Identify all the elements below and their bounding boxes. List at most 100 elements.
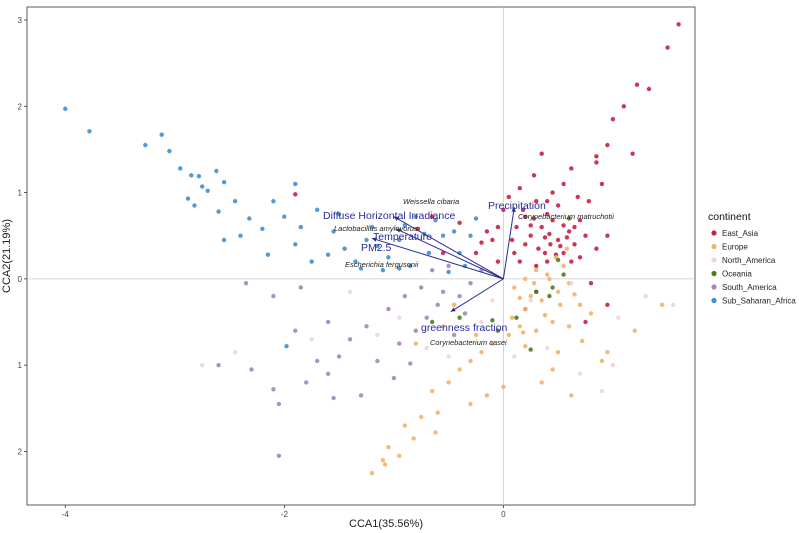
point-sub-saharan-africa bbox=[205, 188, 210, 193]
point-east-asia bbox=[473, 250, 479, 256]
point-east-asia bbox=[531, 216, 537, 221]
point-sub-saharan-africa bbox=[265, 252, 271, 257]
point-east-asia bbox=[561, 223, 566, 228]
point-south-america bbox=[391, 375, 397, 381]
point-east-asia bbox=[509, 237, 515, 243]
point-sub-saharan-africa bbox=[284, 344, 289, 349]
point-east-asia bbox=[583, 233, 588, 238]
point-europe bbox=[411, 436, 416, 441]
point-sub-saharan-africa bbox=[315, 207, 320, 212]
point-europe bbox=[479, 350, 484, 355]
point-sub-saharan-africa bbox=[221, 180, 227, 185]
point-east-asia bbox=[566, 229, 572, 234]
point-north-america bbox=[670, 302, 676, 307]
point-sub-saharan-africa bbox=[238, 233, 243, 238]
vector-arrowhead-greenness-fraction bbox=[450, 307, 456, 312]
point-south-america bbox=[386, 306, 391, 312]
point-europe bbox=[588, 311, 594, 316]
legend-swatch-north-america bbox=[711, 257, 717, 263]
point-europe bbox=[517, 295, 522, 301]
x-axis-title: CCA1(35.56%) bbox=[349, 518, 423, 530]
point-europe bbox=[564, 246, 570, 251]
point-oceania bbox=[550, 285, 555, 290]
point-east-asia bbox=[495, 224, 501, 230]
environment-vector-labels: Precipitation Diffuse Horizontal Irradia… bbox=[323, 200, 546, 334]
point-oceania bbox=[495, 328, 501, 333]
point-east-asia bbox=[561, 250, 566, 256]
point-east-asia bbox=[536, 246, 541, 251]
point-east-asia bbox=[550, 218, 555, 223]
legend-swatch-east-asia bbox=[711, 230, 717, 236]
y-axis-ticks: 3 2 1 0 1 2 bbox=[18, 16, 27, 456]
point-north-america bbox=[577, 371, 583, 376]
point-europe bbox=[539, 298, 544, 303]
point-sub-saharan-africa bbox=[402, 223, 407, 228]
point-sub-saharan-africa bbox=[353, 259, 358, 264]
vector-arrowhead-diffuse-horizontal-irradiance bbox=[393, 216, 399, 221]
point-europe bbox=[523, 276, 528, 282]
point-north-america bbox=[643, 293, 648, 299]
species-label-weissella-cibaria: Weissella cibaria bbox=[403, 197, 459, 206]
point-east-asia bbox=[506, 194, 511, 200]
point-south-america bbox=[271, 293, 276, 299]
point-south-america bbox=[435, 302, 440, 307]
point-east-asia bbox=[293, 192, 298, 197]
y-tick-label: 2 bbox=[18, 447, 23, 456]
point-europe bbox=[369, 470, 375, 476]
point-south-america bbox=[451, 332, 457, 338]
point-sub-saharan-africa bbox=[63, 106, 68, 112]
point-east-asia bbox=[594, 154, 599, 159]
point-east-asia bbox=[528, 223, 533, 228]
point-europe bbox=[517, 324, 522, 329]
y-axis-title: CCA2(21.19%) bbox=[1, 219, 13, 293]
point-south-america bbox=[315, 358, 320, 364]
point-east-asia bbox=[531, 173, 537, 178]
point-europe bbox=[539, 380, 544, 385]
point-sub-saharan-africa bbox=[473, 216, 479, 221]
point-sub-saharan-africa bbox=[214, 168, 219, 174]
point-south-america bbox=[408, 361, 413, 366]
point-europe bbox=[484, 393, 490, 398]
point-europe bbox=[382, 462, 388, 467]
point-south-america bbox=[358, 393, 364, 398]
point-europe bbox=[433, 430, 438, 435]
point-east-asia bbox=[514, 224, 519, 230]
point-south-america bbox=[419, 285, 424, 290]
point-europe bbox=[599, 358, 605, 364]
vector-arrowhead-pm2-5 bbox=[371, 237, 377, 242]
point-south-america bbox=[364, 324, 369, 329]
point-north-america bbox=[599, 388, 605, 394]
point-east-asia bbox=[583, 319, 588, 325]
point-sub-saharan-africa bbox=[216, 209, 221, 214]
point-east-asia bbox=[605, 233, 610, 238]
vector-label-pm25: PM2.5 bbox=[361, 242, 392, 254]
point-europe bbox=[534, 268, 539, 273]
point-oceania bbox=[514, 315, 519, 320]
point-east-asia bbox=[588, 281, 594, 286]
point-south-america bbox=[216, 363, 221, 368]
point-europe bbox=[506, 332, 511, 338]
point-east-asia bbox=[495, 259, 501, 264]
legend-swatch-south-america bbox=[711, 284, 717, 290]
point-east-asia bbox=[646, 86, 652, 92]
point-europe bbox=[555, 289, 561, 294]
point-sub-saharan-africa bbox=[468, 233, 473, 238]
point-east-asia bbox=[610, 117, 616, 122]
point-south-america bbox=[325, 371, 331, 376]
point-east-asia bbox=[457, 220, 462, 225]
point-sub-saharan-africa bbox=[369, 224, 375, 230]
point-sub-saharan-africa bbox=[298, 224, 303, 230]
species-label-lactobacillus-amylovorus: Lactobacillus amylovorus bbox=[334, 224, 418, 233]
y-tick-label: 2 bbox=[18, 102, 23, 111]
point-north-america bbox=[528, 298, 533, 303]
point-east-asia bbox=[490, 237, 495, 243]
y-tick-label: 1 bbox=[18, 189, 23, 198]
point-oceania bbox=[561, 272, 566, 277]
point-east-asia bbox=[517, 259, 522, 264]
point-sub-saharan-africa bbox=[408, 263, 413, 269]
environment-vectors bbox=[371, 207, 516, 313]
point-europe bbox=[542, 312, 548, 318]
point-east-asia bbox=[484, 229, 490, 234]
point-north-america bbox=[397, 315, 402, 320]
point-south-america bbox=[347, 337, 353, 342]
